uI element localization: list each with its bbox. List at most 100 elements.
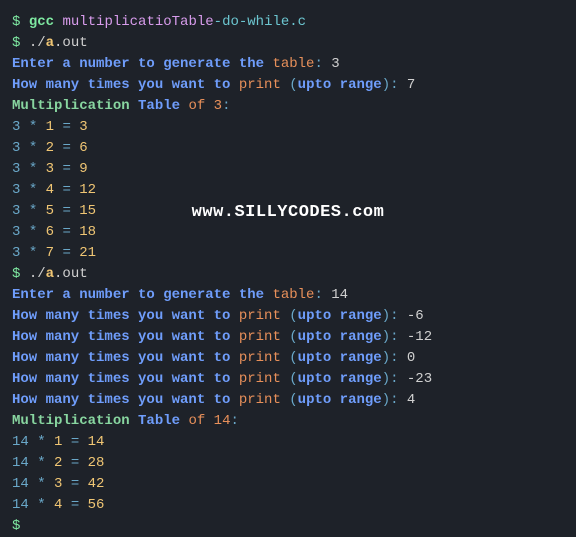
range-val: 4 (407, 392, 415, 408)
filename: multiplicatioTable (62, 14, 213, 30)
star: * (29, 161, 37, 177)
table-rows-1: 3 * 1 = 33 * 2 = 63 * 3 = 93 * 4 = 123 *… (12, 117, 564, 264)
result: 21 (79, 245, 96, 261)
result: 6 (79, 140, 87, 156)
equals: = (62, 161, 70, 177)
operand-a: 14 (12, 476, 29, 492)
upto-text: upto range (298, 77, 382, 93)
howmany-text: How many times you want to (12, 350, 239, 366)
equals: = (71, 434, 79, 450)
mult-row: 14 * 2 = 28 (12, 453, 564, 474)
colon: : (314, 287, 331, 303)
mult-row: 3 * 2 = 6 (12, 138, 564, 159)
mult-row: 3 * 1 = 3 (12, 117, 564, 138)
operand-b: 1 (46, 119, 54, 135)
enter-line-2: Enter a number to generate the table: 14 (12, 285, 564, 306)
mult-n2: 14 (214, 413, 231, 429)
input-n2: 14 (331, 287, 348, 303)
mult-row: 14 * 3 = 42 (12, 474, 564, 495)
print-word: print (239, 371, 289, 387)
operand-b: 2 (46, 140, 54, 156)
equals: = (62, 182, 70, 198)
mult-row: 14 * 1 = 14 (12, 432, 564, 453)
terminal-output: $ gcc multiplicatioTable-do-while.c $ ./… (12, 12, 564, 537)
equals: = (62, 224, 70, 240)
star: * (29, 203, 37, 219)
final-prompt: $ (12, 516, 564, 537)
prompt: $ (12, 518, 29, 534)
cmd-line-1: $ gcc multiplicatioTable-do-while.c (12, 12, 564, 33)
enter-text: Enter a number to generate the (12, 287, 272, 303)
colon: : (314, 56, 331, 72)
file-suffix: -do-while.c (214, 14, 306, 30)
gcc-cmd: gcc (29, 14, 54, 30)
dotslash: ./ (29, 266, 46, 282)
mult-row: 3 * 6 = 18 (12, 222, 564, 243)
star: * (29, 224, 37, 240)
table-rows-2: 14 * 1 = 1414 * 2 = 2814 * 3 = 4214 * 4 … (12, 432, 564, 516)
range-val: -23 (407, 371, 432, 387)
operand-a: 3 (12, 119, 20, 135)
close-paren: ) (382, 77, 390, 93)
open-paren: ( (289, 329, 297, 345)
upto-text: upto range (298, 350, 382, 366)
upto-text: upto range (298, 308, 382, 324)
result: 9 (79, 161, 87, 177)
range-val: -12 (407, 329, 432, 345)
close-paren: ) (382, 308, 390, 324)
star: * (37, 455, 45, 471)
print-word: print (239, 308, 289, 324)
range-line: How many times you want to print (upto r… (12, 327, 564, 348)
operand-b: 4 (54, 497, 62, 513)
print-word: print (239, 392, 289, 408)
colon: : (390, 392, 407, 408)
colon: : (390, 371, 407, 387)
a-file: a (46, 35, 54, 51)
howmany-text: How many times you want to (12, 308, 239, 324)
howmany-text: How many times you want to (12, 329, 239, 345)
a-file: a (46, 266, 54, 282)
dotslash: ./ (29, 35, 46, 51)
close-paren: ) (382, 329, 390, 345)
close-paren: ) (382, 350, 390, 366)
mult-row: 3 * 7 = 21 (12, 243, 564, 264)
input-n: 3 (331, 56, 339, 72)
close-paren: ) (382, 392, 390, 408)
mult-word: Multiplication (12, 98, 138, 114)
prompt: $ (12, 35, 29, 51)
operand-b: 1 (54, 434, 62, 450)
range-val: 0 (407, 350, 415, 366)
star: * (29, 119, 37, 135)
enter-text: Enter a number to generate the (12, 56, 272, 72)
star: * (29, 140, 37, 156)
colon: : (390, 77, 407, 93)
dotout: .out (54, 35, 88, 51)
mult-row: 3 * 4 = 12 (12, 180, 564, 201)
table-word2: Table (138, 98, 188, 114)
open-paren: ( (289, 392, 297, 408)
operand-a: 14 (12, 434, 29, 450)
prompt: $ (12, 266, 29, 282)
range-line: How many times you want to print (upto r… (12, 75, 564, 96)
mult-row: 3 * 5 = 15 (12, 201, 564, 222)
operand-a: 14 (12, 455, 29, 471)
operand-a: 14 (12, 497, 29, 513)
range-line: How many times you want to print (upto r… (12, 390, 564, 411)
star: * (37, 476, 45, 492)
operand-a: 3 (12, 161, 20, 177)
range-val: -6 (407, 308, 424, 324)
howmany-text: How many times you want to (12, 371, 239, 387)
equals: = (62, 203, 70, 219)
dotout: .out (54, 266, 88, 282)
mult-word: Multiplication (12, 413, 138, 429)
equals: = (62, 245, 70, 261)
operand-b: 3 (46, 161, 54, 177)
operand-b: 7 (46, 245, 54, 261)
of-word: of (188, 98, 213, 114)
result: 15 (79, 203, 96, 219)
mcolon: : (230, 413, 238, 429)
equals: = (71, 497, 79, 513)
operand-b: 2 (54, 455, 62, 471)
operand-a: 3 (12, 182, 20, 198)
result: 18 (79, 224, 96, 240)
